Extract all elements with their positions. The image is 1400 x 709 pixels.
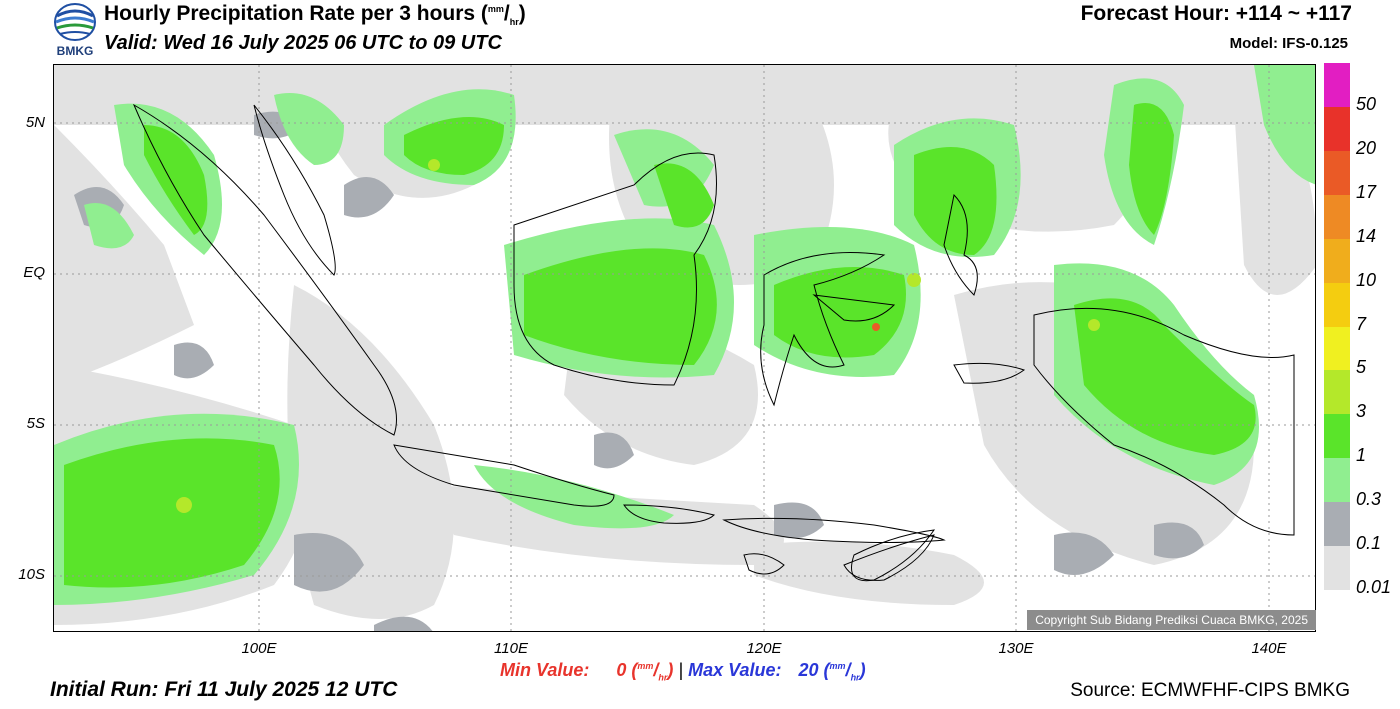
max-value-marker [872, 323, 880, 331]
max-value: 20 [798, 660, 819, 680]
title-close: ) [518, 2, 526, 25]
lat-label-10s: 10S [18, 566, 45, 583]
title-unit-den: hr [509, 17, 519, 28]
title-text: Hourly Precipitation Rate per 3 hours ( [104, 2, 488, 25]
colorbar-segment [1324, 326, 1350, 371]
lat-label-5s: 5S [26, 415, 45, 432]
colorbar-label: 17 [1356, 181, 1377, 202]
bmkg-logo-icon: BMKG [52, 2, 98, 60]
title-unit-num: mm [487, 4, 504, 14]
colorbar-segment [1324, 150, 1350, 196]
precipitation-map [53, 64, 1316, 632]
colorbar-segment [1324, 546, 1350, 591]
colorbar-segment [1324, 194, 1350, 240]
minmax-separator: | [678, 660, 684, 680]
colorbar-segment [1324, 63, 1350, 108]
chart-title: Hourly Precipitation Rate per 3 hours (m… [104, 2, 526, 28]
colorbar-legend [1324, 63, 1350, 591]
min-value: 0 [616, 660, 627, 680]
colorbar-label: 7 [1356, 313, 1367, 334]
colorbar-label: 5 [1356, 357, 1367, 378]
min-max-values: Min Value: 0 (mm/hr) | Max Value: 20 (mm… [500, 660, 866, 683]
min-label: Min Value: [500, 660, 590, 680]
model-label: Model: IFS-0.125 [1229, 35, 1348, 52]
initial-run: Initial Run: Fri 11 July 2025 12 UTC [50, 678, 398, 701]
max-unit: (mm/hr) [823, 660, 866, 683]
lat-label-5n: 5N [25, 114, 45, 131]
colorbar-label: 0.1 [1356, 533, 1382, 554]
data-source: Source: ECMWFHF-CIPS BMKG [1070, 680, 1350, 701]
logo-text: BMKG [56, 44, 94, 58]
colorbar-segment [1324, 106, 1350, 152]
max-label: Max Value: [688, 660, 782, 680]
lon-label-120e: 120E [746, 640, 782, 657]
lon-label-140e: 140E [1251, 640, 1287, 657]
valid-time: Valid: Wed 16 July 2025 06 UTC to 09 UTC [104, 32, 502, 54]
colorbar-label: 0.3 [1356, 489, 1382, 510]
colorbar-label: 0.01 [1356, 577, 1392, 597]
copyright-notice: Copyright Sub Bidang Prediksi Cuaca BMKG… [1027, 610, 1316, 630]
map-canvas [54, 65, 1315, 631]
min-unit: (mm/hr) [631, 660, 674, 683]
lon-label-110e: 110E [494, 640, 528, 657]
colorbar-segment [1324, 502, 1350, 547]
colorbar-label: 3 [1356, 401, 1367, 422]
colorbar-segment [1324, 282, 1350, 327]
colorbar-label: 10 [1356, 269, 1377, 290]
forecast-hour: Forecast Hour: +114 ~ +117 [1080, 2, 1352, 25]
colorbar-label: 14 [1356, 225, 1377, 246]
lon-label-130e: 130E [998, 640, 1034, 657]
colorbar-segment [1324, 370, 1350, 415]
lat-label-eq: EQ [23, 264, 45, 281]
colorbar-segment [1324, 414, 1350, 459]
colorbar-label: 20 [1356, 137, 1377, 158]
colorbar-segment [1324, 458, 1350, 503]
colorbar-label: 50 [1356, 93, 1377, 114]
colorbar-label: 1 [1356, 445, 1367, 466]
lon-label-100e: 100E [241, 640, 277, 657]
colorbar-segment [1324, 238, 1350, 284]
